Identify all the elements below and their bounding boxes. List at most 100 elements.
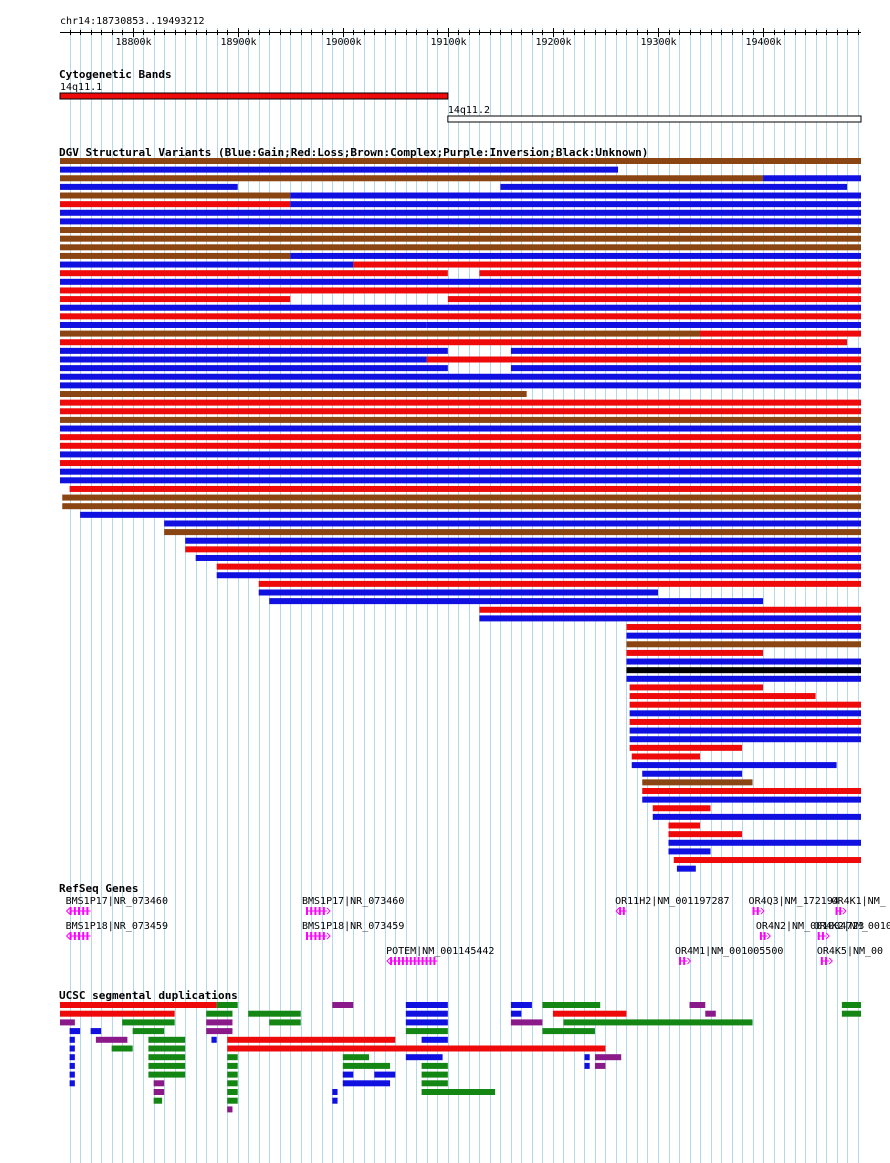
gene-exon [835, 907, 838, 915]
segdup-block [542, 1028, 595, 1035]
dgv-variant [60, 451, 861, 458]
gene-strand-arrow [760, 907, 765, 915]
segdup-block [227, 1106, 233, 1113]
ruler-tick-label: 19000k [325, 37, 361, 48]
segdup-block [69, 1071, 75, 1078]
segdup-block [111, 1045, 133, 1052]
cytoband [59, 92, 449, 100]
cyto-track-title: Cytogenetic Bands [59, 68, 172, 81]
dgv-variant [290, 201, 861, 208]
dgv-variant [60, 434, 861, 441]
segdup-block [153, 1089, 165, 1095]
gene-exon [425, 957, 428, 965]
dgv-variant [626, 667, 861, 674]
dgv-variant [216, 572, 862, 579]
gene-exon [318, 907, 321, 915]
gene-exon [622, 907, 625, 915]
segdup-block [132, 1028, 165, 1035]
gene-strand-arrow [687, 957, 692, 965]
gene-strand-arrow [842, 907, 847, 915]
gene-exon [306, 907, 309, 915]
dgv-variant [69, 485, 862, 492]
dgv-variant [629, 710, 861, 717]
dgv-track[interactable] [60, 158, 862, 872]
gene-exon [429, 957, 432, 965]
gene-exon [401, 957, 404, 965]
dgv-variant [60, 304, 861, 311]
segdup-block [510, 1010, 522, 1017]
dgv-variant [629, 727, 861, 734]
gene-label: BMS1P18|NR_073459 [302, 921, 404, 932]
segdup-block [95, 1036, 128, 1043]
segdup-block [90, 1028, 102, 1035]
gene-strand-arrow [766, 932, 771, 940]
cytoband-track[interactable]: 14q11.1 14q11.2 [59, 82, 862, 123]
dgv-variant [60, 227, 861, 234]
segdup-block [841, 1010, 861, 1017]
dgv-variant [631, 762, 837, 769]
segdup-block [584, 1062, 590, 1069]
dgv-variant [80, 511, 861, 518]
segdup-block [148, 1036, 186, 1043]
gene-exon [756, 907, 759, 915]
gene-exon [322, 932, 325, 940]
cytoband-label: 14q11.2 [448, 105, 490, 116]
ruler-tick-label: 19400k [745, 37, 781, 48]
dgv-variant [60, 166, 619, 173]
dgv-variant [629, 701, 861, 708]
gene-label: OR4N2|NM_001004723 [756, 921, 864, 932]
dgv-variant [195, 554, 861, 561]
segdup-block [689, 1002, 706, 1008]
segdup-block [60, 1002, 217, 1008]
dgv-variant [479, 270, 861, 277]
gene-exon [417, 957, 420, 965]
dgv-variant [290, 192, 861, 199]
gene-label: BMS1P17|NR_073460 [66, 896, 168, 907]
region-label: chr14:18730853..19493212 [60, 16, 205, 27]
segdup-block [122, 1019, 175, 1026]
segdup-block [60, 1019, 75, 1026]
gene-exon [619, 907, 622, 915]
gene-exon [86, 907, 89, 915]
dgv-variant [185, 546, 861, 553]
segdup-block [227, 1036, 396, 1043]
gene-exon [69, 932, 72, 940]
segdup-block [69, 1045, 75, 1052]
cytoband [447, 115, 862, 123]
segdup-block [248, 1010, 301, 1017]
segdup-block [69, 1036, 75, 1043]
dgv-variant [642, 779, 753, 786]
gene-exon [759, 932, 762, 940]
cytoband-label: 14q11.1 [60, 82, 102, 93]
segdup-block [342, 1071, 354, 1078]
ruler[interactable]: 18800k 18900k 19000k 19100k 19200k 19300k 1940… [60, 28, 861, 48]
segdup-block [405, 1054, 443, 1061]
segdup-block [216, 1002, 238, 1008]
ruler-tick-label: 19200k [535, 37, 571, 48]
dgv-variant [629, 744, 743, 751]
ruler-tick-label: 19100k [430, 37, 466, 48]
segdup-block [227, 1089, 238, 1095]
dgv-variant [652, 805, 711, 812]
dgv-variant [62, 503, 862, 510]
dgv-variant [626, 649, 764, 656]
segdup-track[interactable] [60, 1002, 861, 1113]
dgv-variant [60, 399, 861, 406]
grid-lines [70, 28, 859, 1163]
dgv-variant [60, 313, 861, 320]
refseq-track-title: RefSeq Genes [59, 882, 138, 895]
dgv-variant [642, 796, 861, 803]
gene-label: OR4M1|NM_001005500 [675, 946, 783, 957]
segdup-block [206, 1010, 233, 1017]
gene-strand-arrow [386, 957, 391, 965]
dgv-variant [479, 615, 861, 622]
dgv-variant [60, 460, 861, 467]
segdup-block [148, 1062, 186, 1069]
dgv-variant [60, 261, 354, 268]
segdup-block [342, 1062, 391, 1069]
refseq-track[interactable]: BMS1P17|NR_073460 BMS1P18|NR_073459 BMS1P1… [66, 896, 890, 965]
segdup-block [153, 1080, 165, 1087]
segdup-block [148, 1045, 186, 1052]
segdup-block [542, 1002, 601, 1008]
